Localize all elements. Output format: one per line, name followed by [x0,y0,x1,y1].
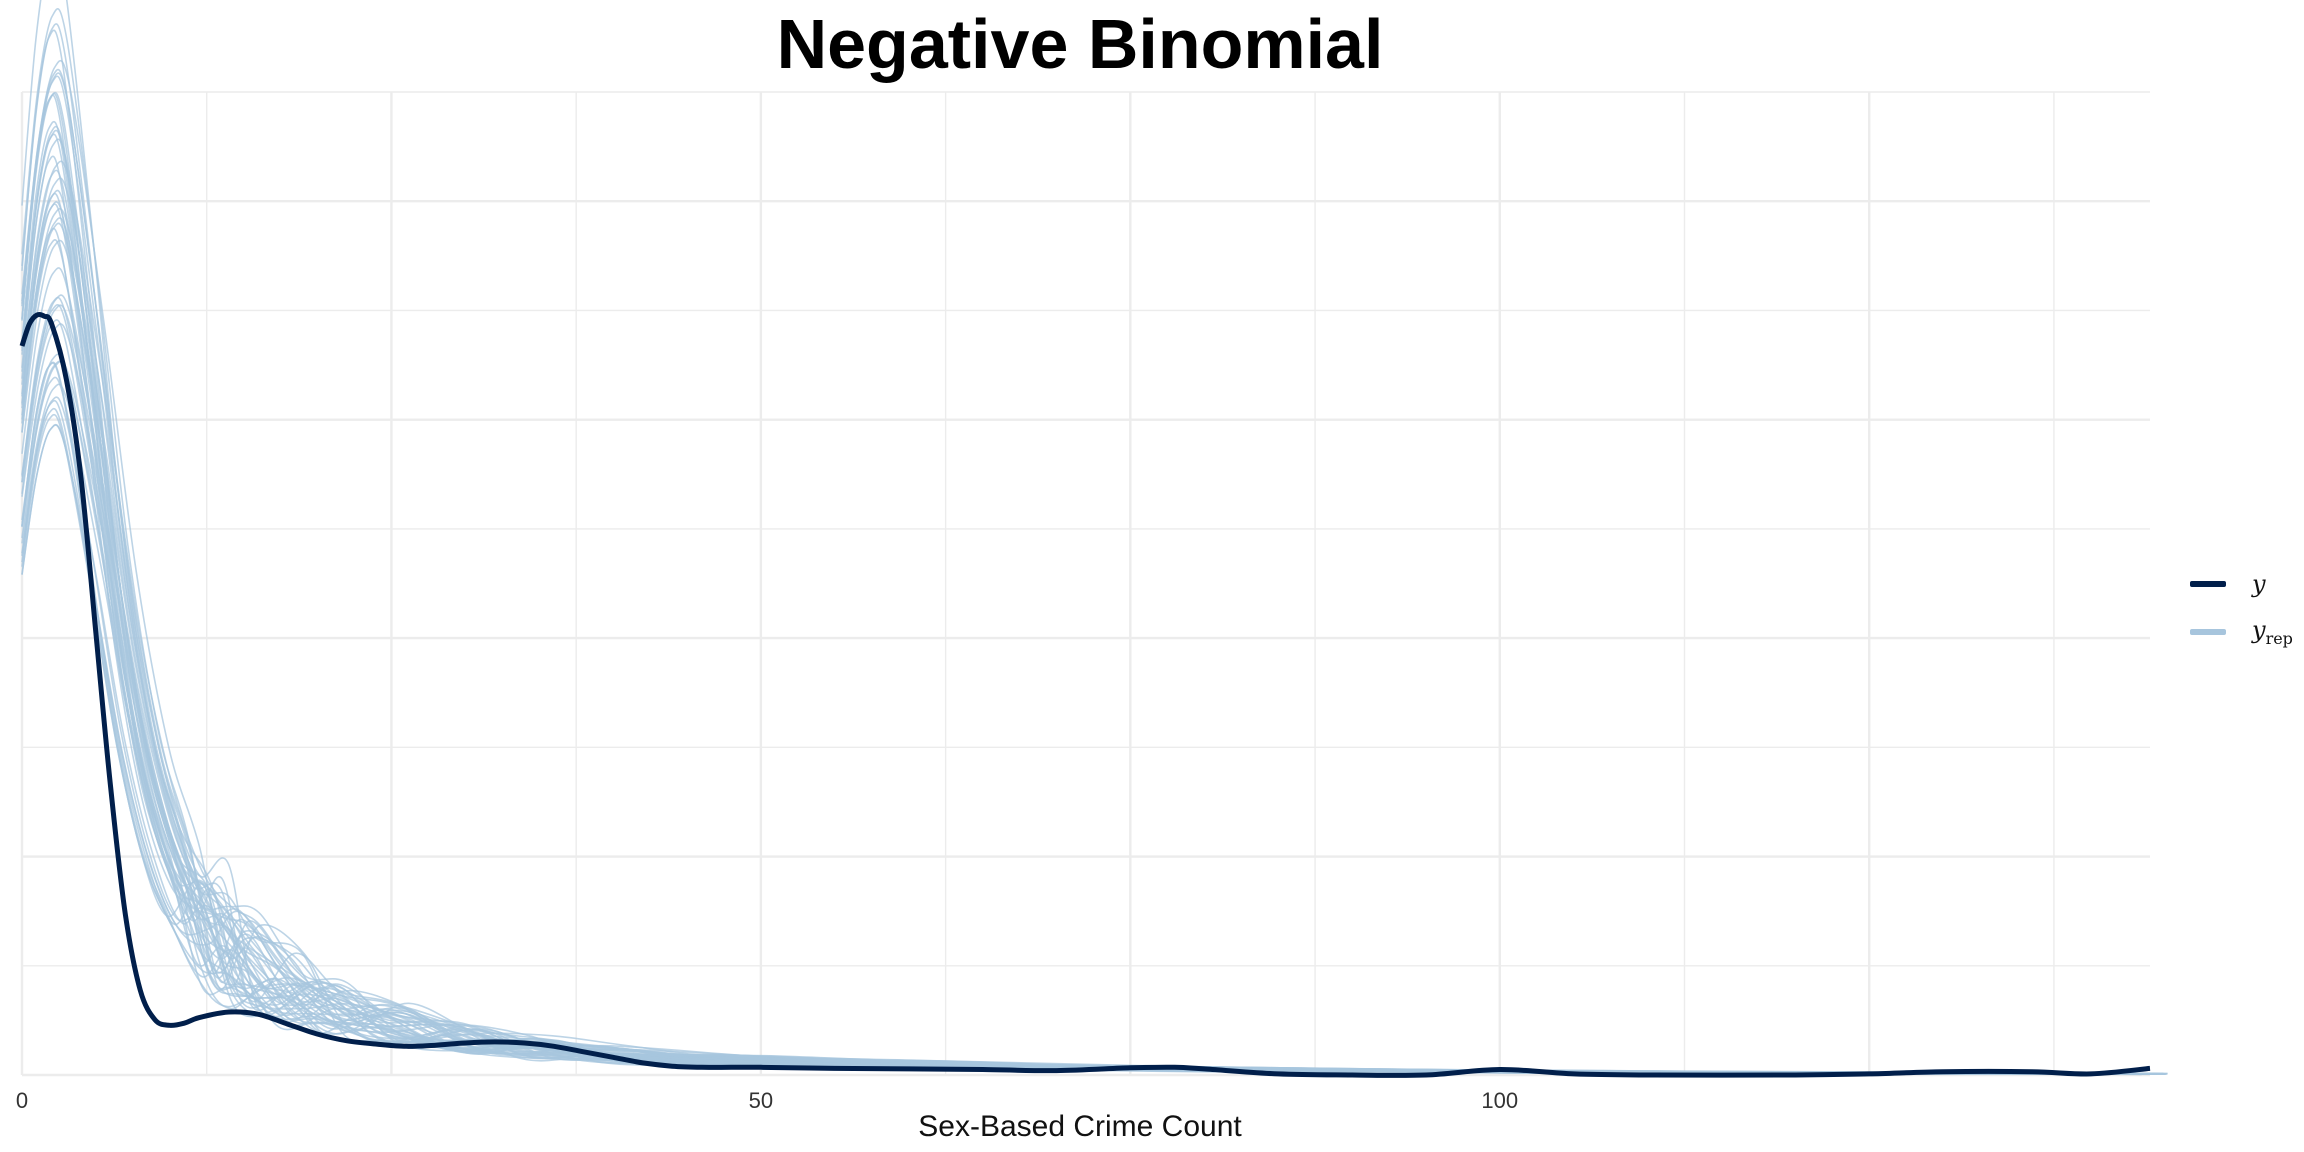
x-tick-label: 100 [1481,1088,1518,1113]
yrep-line [21,189,2153,1075]
legend-swatch-y [2190,581,2226,587]
yrep-line [21,94,2133,1075]
yrep-line [21,120,2138,1075]
yrep-line [21,361,2134,1075]
y-series [19,311,2151,1078]
chart-title: Negative Binomial [776,5,1384,83]
yrep-line [21,423,2146,1075]
x-axis-label: Sex-Based Crime Count [918,1110,1242,1143]
legend: y yrep [2190,560,2293,656]
yrep-line [21,133,2138,1075]
yrep-line [21,376,2143,1075]
legend-swatch-yrep [2190,629,2226,635]
yrep-line [21,68,2155,1075]
yrep-line [21,294,2168,1075]
yrep-line [21,72,2157,1075]
yrep-line [21,59,2166,1075]
yrep-line [21,396,2149,1075]
yrep-line [21,399,2140,1075]
yrep-line [21,239,2142,1076]
yrep-line [21,424,2145,1075]
yrep-line [21,217,2163,1075]
yrep-line [21,169,2148,1075]
x-tick-label: 0 [16,1088,28,1113]
yrep-line [21,323,2166,1075]
yrep-line [21,360,2168,1075]
yrep-line [21,360,2161,1075]
yrep-series [21,0,2168,1076]
yrep-line [21,413,2139,1075]
legend-item-yrep: yrep [2190,608,2293,656]
legend-item-y: y [2190,560,2293,608]
yrep-line [21,92,2138,1075]
yrep-line [21,125,2146,1075]
grid [20,91,2150,1077]
yrep-line [21,29,2138,1075]
yrep-line [21,23,2147,1075]
yrep-line [21,319,2150,1075]
yrep-line [21,207,2164,1075]
yrep-line [21,227,2137,1075]
yrep-line [21,160,2168,1075]
yrep-line [21,8,2154,1075]
x-axis-ticks: 0 50 100 [16,1088,1518,1113]
yrep-line [21,129,2147,1075]
yrep-line [21,407,2138,1075]
yrep-line [21,239,2164,1075]
yrep-line [21,192,2142,1076]
yrep-line [21,138,2156,1075]
yrep-line [21,0,2144,1075]
x-tick-label: 50 [749,1088,773,1113]
yrep-line [21,362,2133,1075]
yrep-line [21,75,2152,1075]
yrep-line [21,91,2143,1075]
yrep-line [21,155,2134,1075]
legend-label-y: y [2252,570,2266,598]
legend-label-yrep: yrep [2252,616,2293,648]
yrep-line [21,177,2165,1075]
yrep-line [21,267,2158,1075]
yrep-line [21,296,2155,1075]
yrep-line [21,222,2158,1075]
y-line [19,311,2151,1078]
yrep-line [21,383,2159,1075]
